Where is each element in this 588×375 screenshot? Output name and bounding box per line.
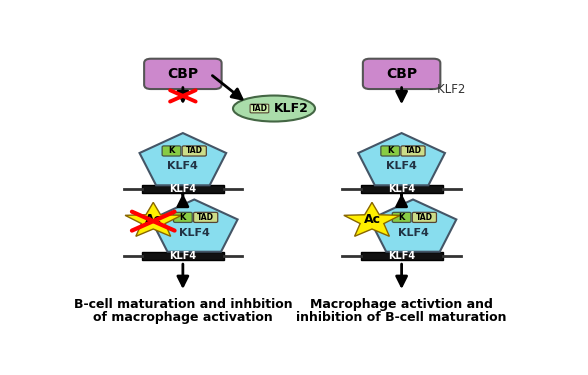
Text: KLF4: KLF4 (179, 228, 210, 238)
FancyBboxPatch shape (360, 252, 443, 260)
Text: KLF4: KLF4 (168, 161, 198, 171)
Text: K: K (168, 147, 175, 156)
Text: KLF4: KLF4 (386, 161, 417, 171)
Polygon shape (139, 133, 226, 185)
Polygon shape (344, 202, 400, 236)
Polygon shape (370, 200, 456, 252)
FancyBboxPatch shape (401, 146, 425, 156)
FancyBboxPatch shape (142, 252, 224, 260)
Text: Ac: Ac (145, 213, 162, 226)
Text: TAD: TAD (416, 213, 433, 222)
Text: TAD: TAD (405, 147, 422, 156)
Text: - KLF2: - KLF2 (429, 83, 465, 96)
FancyBboxPatch shape (144, 59, 222, 89)
FancyBboxPatch shape (142, 185, 224, 194)
Text: TAD: TAD (197, 213, 214, 222)
FancyBboxPatch shape (182, 146, 206, 156)
Polygon shape (125, 202, 182, 236)
Text: KLF4: KLF4 (397, 228, 429, 238)
Text: KLF4: KLF4 (388, 251, 415, 261)
Text: CBP: CBP (168, 67, 198, 81)
Text: Ac: Ac (363, 213, 380, 226)
Text: TAD: TAD (251, 104, 268, 113)
FancyBboxPatch shape (250, 104, 269, 113)
Text: CBP: CBP (386, 67, 417, 81)
Text: TAD: TAD (186, 147, 203, 156)
Polygon shape (358, 133, 445, 185)
FancyBboxPatch shape (162, 146, 181, 156)
Text: of macrophage activation: of macrophage activation (93, 311, 273, 324)
FancyBboxPatch shape (360, 185, 443, 194)
Ellipse shape (233, 96, 315, 122)
Text: Macrophage activtion and: Macrophage activtion and (310, 298, 493, 311)
FancyBboxPatch shape (392, 212, 411, 222)
Text: inhibition of B-cell maturation: inhibition of B-cell maturation (296, 311, 507, 324)
FancyBboxPatch shape (381, 146, 400, 156)
Text: KLF2: KLF2 (274, 102, 309, 115)
FancyBboxPatch shape (193, 212, 218, 222)
Text: KLF4: KLF4 (388, 184, 415, 194)
FancyBboxPatch shape (363, 59, 440, 89)
Text: B-cell maturation and inhbition: B-cell maturation and inhbition (74, 298, 292, 311)
Text: K: K (180, 213, 186, 222)
Text: K: K (387, 147, 393, 156)
FancyBboxPatch shape (173, 212, 192, 222)
Text: KLF4: KLF4 (169, 184, 196, 194)
Text: KLF4: KLF4 (169, 251, 196, 261)
FancyBboxPatch shape (412, 212, 436, 222)
Polygon shape (151, 200, 238, 252)
Text: K: K (399, 213, 405, 222)
